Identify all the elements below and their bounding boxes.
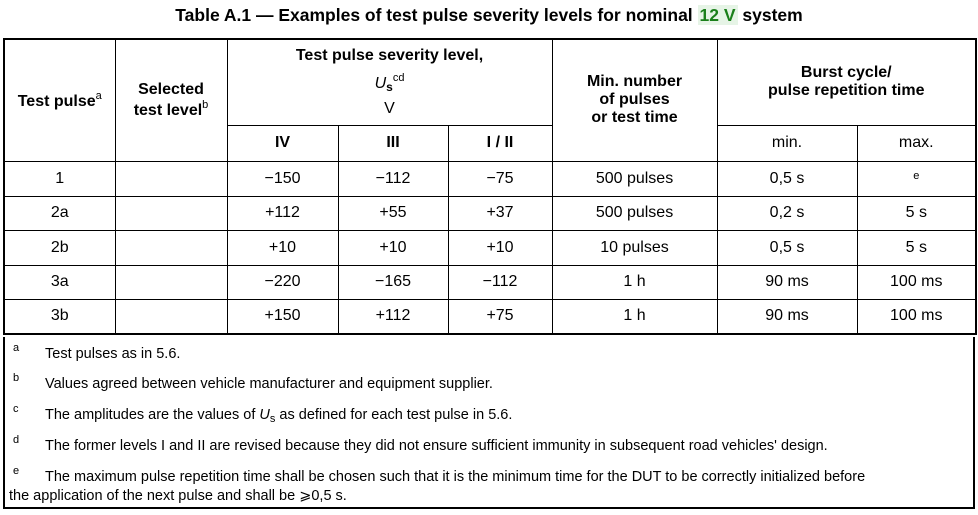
cell-min-pulses: 1 h [551,264,718,300]
table-row: 2a +112 +55 +37 500 pulses 0,2 s 5 s [3,195,977,231]
cell-level-iv: −220 [226,264,339,300]
cell-burst-min: 90 ms [716,298,858,335]
header-level-iii: III [337,124,449,162]
voltage-highlight: 12 V [697,5,738,25]
table-row: 3a −220 −165 −112 1 h 90 ms 100 ms [3,264,977,300]
cell-level-i-ii: +75 [447,298,553,335]
table-row: 2b +10 +10 +10 10 pulses 0,5 s 5 s [3,229,977,266]
cell-pulse: 3a [3,264,116,300]
footnote-e-continuation: the application of the next pulse and sh… [9,488,347,504]
cell-level-iv: +10 [226,229,339,266]
cell-burst-max: e [856,160,977,197]
cell-selected [114,298,228,335]
cell-burst-min: 0,5 s [716,160,858,197]
cell-burst-max: 5 s [856,195,977,231]
cell-pulse: 2a [3,195,116,231]
cell-level-iv: +112 [226,195,339,231]
cell-min-pulses: 500 pulses [551,195,718,231]
table-footnotes: a Test pulses as in 5.6. b Values agreed b… [3,337,975,509]
cell-level-iii: +55 [337,195,449,231]
cell-selected [114,195,228,231]
header-severity-level: Test pulse severity level, Uscd V [226,38,553,126]
table-title: Table A.1 — Examples of test pulse sever… [175,5,803,25]
header-level-i-ii: I / II [447,124,553,162]
table-row: 3b +150 +112 +75 1 h 90 ms 100 ms [3,298,977,335]
cell-level-iii: −165 [337,264,449,300]
cell-burst-max: 5 s [856,229,977,266]
header-burst-max: max. [856,124,977,162]
severity-table: Test pulsea Selected test levelb Test pul… [3,38,978,335]
cell-level-iv: −150 [226,160,339,197]
header-min-pulses: Min. number of pulses or test time [551,38,718,162]
cell-burst-max: 100 ms [856,264,977,300]
cell-level-i-ii: −112 [447,264,553,300]
cell-burst-min: 90 ms [716,264,858,300]
header-test-pulse: Test pulsea [3,38,116,162]
header-burst-min: min. [716,124,858,162]
cell-selected [114,229,228,266]
cell-burst-max: 100 ms [856,298,977,335]
cell-level-i-ii: +37 [447,195,553,231]
cell-pulse: 1 [3,160,116,197]
cell-level-i-ii: −75 [447,160,553,197]
header-selected-level: Selected test levelb [114,38,228,162]
cell-selected [114,264,228,300]
cell-level-iii: −112 [337,160,449,197]
cell-pulse: 3b [3,298,116,335]
table-row: 1 −150 −112 −75 500 pulses 0,5 s e [3,160,977,197]
cell-level-iii: +112 [337,298,449,335]
cell-min-pulses: 500 pulses [551,160,718,197]
header-level-iv: IV [226,124,339,162]
cell-burst-min: 0,2 s [716,195,858,231]
cell-level-iv: +150 [226,298,339,335]
cell-level-i-ii: +10 [447,229,553,266]
cell-pulse: 2b [3,229,116,266]
cell-min-pulses: 1 h [551,298,718,335]
cell-level-iii: +10 [337,229,449,266]
cell-burst-min: 0,5 s [716,229,858,266]
cell-selected [114,160,228,197]
header-burst-cycle: Burst cycle/pulse repetition time [716,38,977,126]
cell-min-pulses: 10 pulses [551,229,718,266]
